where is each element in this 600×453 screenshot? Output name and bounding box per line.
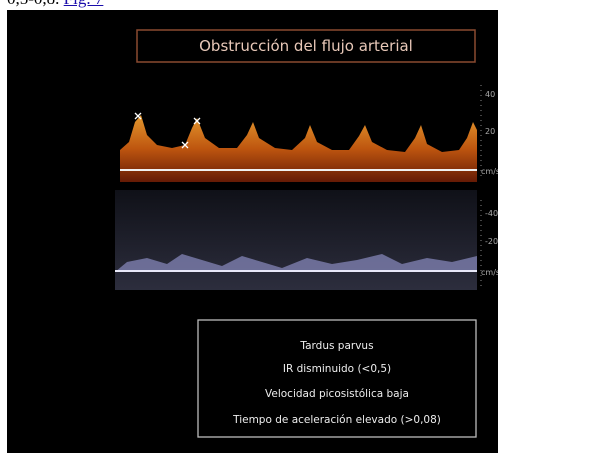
- finding: Tardus parvus: [299, 340, 373, 352]
- text: 0,5-0,8.: [7, 0, 64, 8]
- page: {"text_before": "0,5-0,8. ", "figure_lin…: [0, 0, 600, 453]
- scale-label: -20: [485, 237, 498, 246]
- doppler-figure: Obstrucción del flujo arterial 40 20 cm/…: [7, 10, 498, 453]
- finding: Velocidad picosistólica baja: [265, 388, 409, 400]
- figure-link[interactable]: Fig. 7: [64, 0, 104, 8]
- scale-label: -40: [485, 209, 498, 218]
- paragraph-text: 0,5-0,8. Fig. 7: [7, 0, 103, 9]
- scale-label: cm/s: [481, 167, 498, 176]
- scale-label: 40: [485, 90, 495, 99]
- figure-title: Obstrucción del flujo arterial: [199, 37, 413, 55]
- scale-label: cm/s: [481, 268, 498, 277]
- scale-label: 20: [485, 127, 495, 136]
- finding: IR disminuido (<0,5): [283, 363, 391, 375]
- finding: Tiempo de aceleración elevado (>0,08): [232, 414, 441, 426]
- spectral-noise: [115, 190, 477, 290]
